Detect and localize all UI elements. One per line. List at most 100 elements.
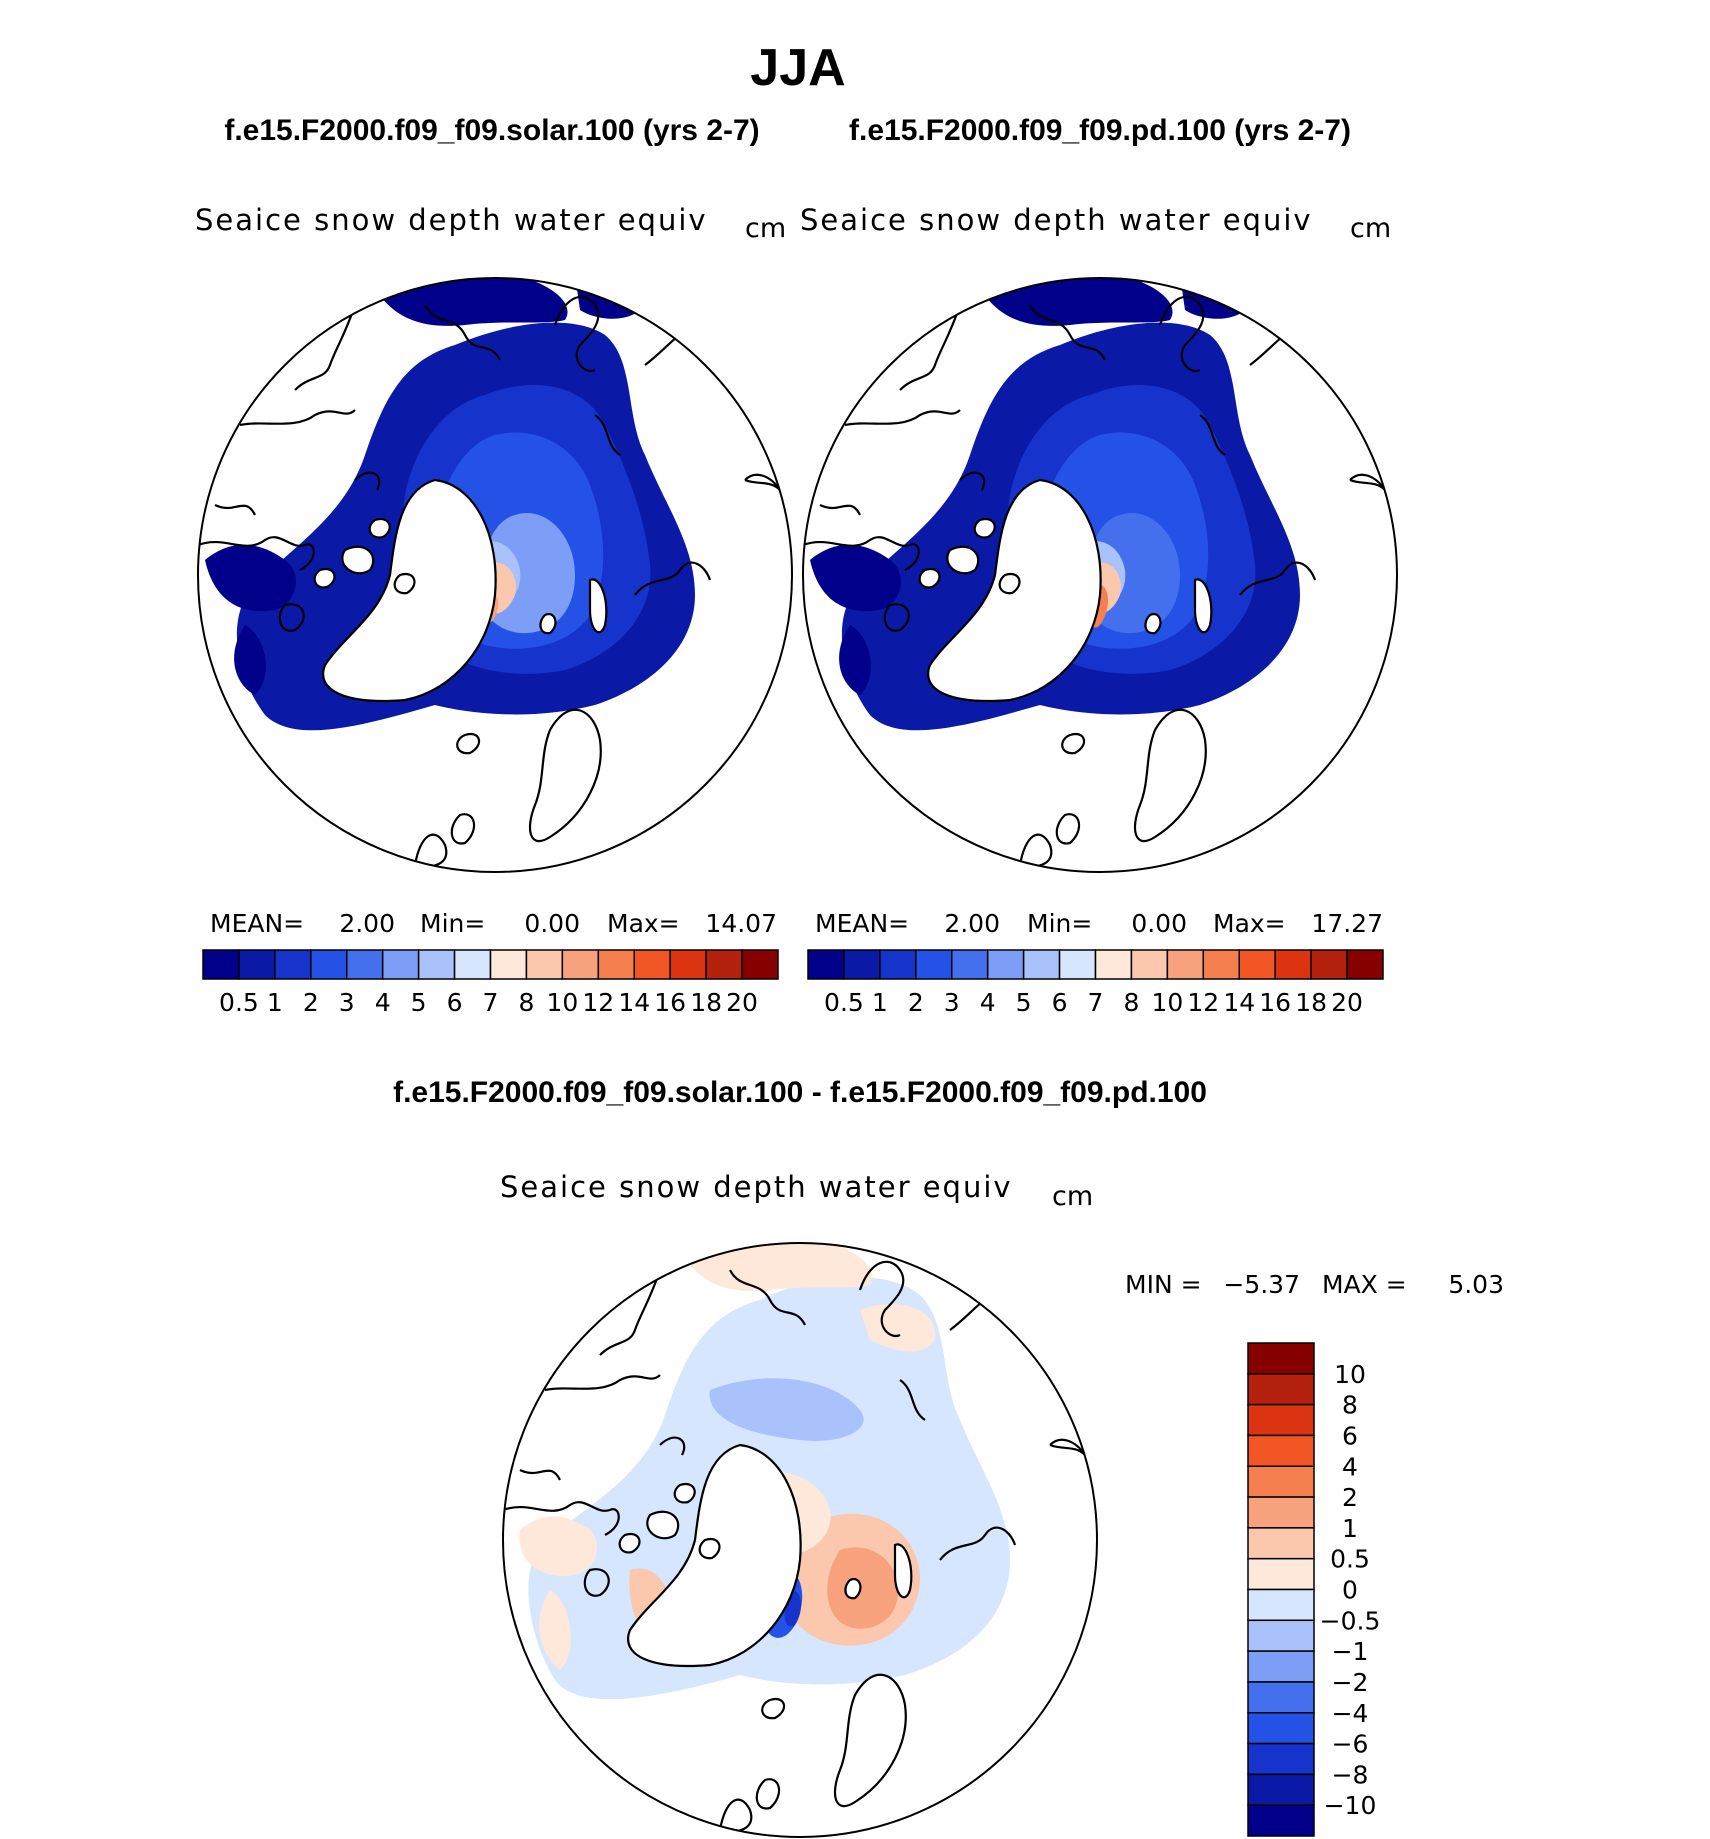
colorbar-swatch (1247, 1681, 1315, 1714)
colorbar-swatch (705, 949, 743, 980)
figure-title: JJA (750, 39, 845, 97)
max-label: Max= (1213, 909, 1286, 938)
colorbar-tick-label: 10 (1151, 988, 1183, 1017)
colorbar-swatch (633, 949, 671, 980)
colorbar-tick-label: 0.5 (824, 988, 864, 1017)
colorbar-tick-label: 5 (1016, 988, 1032, 1017)
colorbar-swatch (1247, 1619, 1315, 1652)
colorbar-tick-label: 2 (303, 988, 319, 1017)
colorbar-tick-label: 6 (447, 988, 463, 1017)
colorbar-swatch (202, 949, 240, 980)
colorbar-swatch (1238, 949, 1276, 980)
min-value: 0.00 (524, 909, 580, 938)
max-value: 14.07 (705, 909, 777, 938)
colorbar-swatch (986, 949, 1025, 980)
units-label-left: cm (745, 213, 786, 244)
colorbar-tick-label: 4 (980, 988, 996, 1017)
variable-label-left: Seaice snow depth water equiv (195, 203, 708, 237)
variable-label-diff: Seaice snow depth water equiv (500, 1170, 1013, 1204)
colorbar-swatch (1202, 949, 1240, 980)
colorbar-tick-label: −2 (1332, 1668, 1369, 1697)
max-value: 17.27 (1311, 909, 1383, 938)
colorbar-tick-label: 20 (1331, 988, 1363, 1017)
diff-title: f.e15.F2000.f09_f09.solar.100 - f.e15.F2… (393, 1076, 1207, 1109)
colorbar-tick-label: 18 (690, 988, 722, 1017)
colorbar-swatch (1166, 949, 1205, 980)
colorbar-tick-label: 2 (1342, 1483, 1358, 1512)
colorbar-tick-label: 0.5 (1330, 1545, 1370, 1574)
colorbar-tick-label: 3 (339, 988, 355, 1017)
colorbar-tick-label: −4 (1332, 1699, 1369, 1728)
colorbar-tick-label: 12 (1187, 988, 1219, 1017)
min-label: Min= (1027, 909, 1092, 938)
colorbar-swatch (274, 949, 312, 980)
colorbar-swatch (346, 949, 384, 980)
colorbar-swatch (525, 949, 564, 980)
stats-right: MEAN= 2.00 Min= 0.00 Max= 17.27 (815, 909, 1383, 938)
colorbar-tick-label: 10 (546, 988, 578, 1017)
colorbar-swatch (1247, 1773, 1315, 1806)
colorbar-tick-label: 2 (908, 988, 924, 1017)
colorbar-tick-label: 16 (654, 988, 686, 1017)
colorbar-swatch (1274, 949, 1312, 980)
colorbar-swatch (417, 949, 456, 980)
map-panel-solar (197, 277, 793, 873)
colorbar-swatch (1247, 1742, 1315, 1776)
colorbar-swatch (1247, 1434, 1315, 1467)
colorbar-tick-label: 8 (518, 988, 534, 1017)
colorbar-swatch (1346, 949, 1384, 980)
colorbar-tick-label: 12 (582, 988, 614, 1017)
colorbar-swatch (310, 949, 348, 980)
colorbar-tick-label: 16 (1259, 988, 1291, 1017)
colorbar-swatch (489, 949, 528, 980)
colorbar-tick-label: 6 (1342, 1421, 1358, 1450)
colorbar-tick-label: 3 (944, 988, 960, 1017)
colorbar-tick-label: 0.5 (219, 988, 259, 1017)
colorbar-tick-label: −1 (1332, 1637, 1369, 1666)
colorbar-tick-label: 4 (1342, 1452, 1358, 1481)
colorbar-swatch (561, 949, 600, 980)
colorbar-tick-label: −8 (1332, 1760, 1369, 1789)
colorbar-tick-label: 8 (1123, 988, 1139, 1017)
colorbar-swatch (453, 949, 492, 980)
diff-max-value: 5.03 (1448, 1270, 1504, 1299)
units-label-diff: cm (1052, 1181, 1093, 1212)
colorbar-swatch (1094, 949, 1133, 980)
colorbar-right: 0.5 1 2 3 4 5 6 7 8 10 12 14 16 18 20 (807, 949, 1384, 1017)
colorbar-swatch (951, 949, 989, 980)
colorbar-tick-label: 0 (1342, 1576, 1358, 1605)
diff-max-label: MAX = (1322, 1270, 1407, 1299)
colorbar-swatch (1022, 949, 1061, 980)
mean-label: MEAN= (815, 909, 909, 938)
map-panel-pd (802, 277, 1398, 873)
colorbar-swatch (1247, 1712, 1315, 1745)
mean-value: 2.00 (944, 909, 1000, 938)
colorbar-tick-label: −0.5 (1320, 1606, 1381, 1635)
colorbar-tick-label: 10 (1334, 1360, 1366, 1389)
colorbar-swatch (1247, 1342, 1315, 1375)
variable-label-right: Seaice snow depth water equiv (800, 203, 1313, 237)
min-value: 0.00 (1131, 909, 1187, 938)
diff-min-label: MIN = (1125, 1270, 1202, 1299)
colorbar-tick-label: 18 (1295, 988, 1327, 1017)
colorbar-swatch (1247, 1496, 1315, 1529)
colorbar-swatch (1130, 949, 1169, 980)
colorbar-swatch (1247, 1373, 1315, 1406)
colorbar-swatch (381, 949, 420, 980)
colorbar-tick-label: 20 (726, 988, 758, 1017)
colorbar-tick-label: 4 (375, 988, 391, 1017)
colorbar-left: 0.5 1 2 3 4 5 6 7 8 10 12 14 16 18 20 (202, 949, 779, 1017)
diff-min-value: −5.37 (1223, 1270, 1300, 1299)
colorbar-tick-label: −6 (1332, 1730, 1369, 1759)
colorbar-swatch (1247, 1557, 1315, 1591)
colorbar-swatch (1247, 1650, 1315, 1683)
colorbar-tick-label: 1 (267, 988, 283, 1017)
colorbar-tick-label: 14 (1223, 988, 1255, 1017)
colorbar-swatch (238, 949, 276, 980)
mean-label: MEAN= (210, 909, 304, 938)
colorbar-tick-label: 6 (1052, 988, 1068, 1017)
colorbar-swatch (1058, 949, 1097, 980)
colorbar-tick-label: 1 (1342, 1514, 1358, 1543)
diff-stats: MIN = −5.37 MAX = 5.03 (1125, 1270, 1504, 1299)
